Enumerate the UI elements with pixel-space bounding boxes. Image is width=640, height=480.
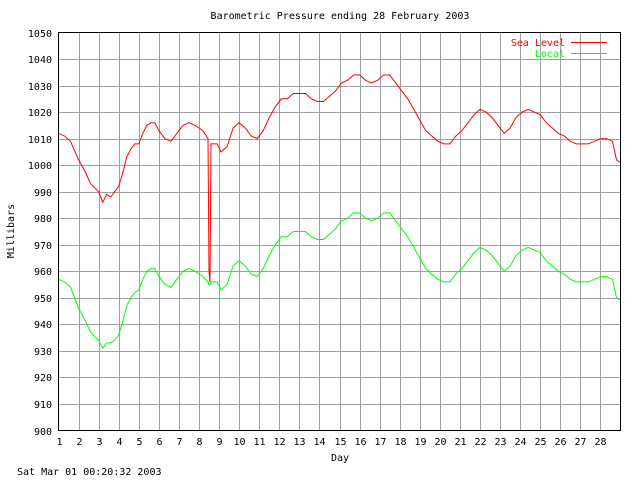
x-tick-label: 26 [554,437,566,448]
chart-title: Barometric Pressure ending 28 February 2… [211,11,470,22]
x-tick-label: 10 [233,437,245,448]
x-tick-label: 7 [176,437,182,448]
x-tick-label: 17 [374,437,386,448]
x-tick-label: 3 [96,437,102,448]
x-axis: 1 2 3 4 5 6 7 8 9 10 11 12 13 14 15 16 17 18 19 20 21 22 23 24 2… [56,437,606,448]
x-tick-label: 25 [534,437,546,448]
y-tick-label: 1040 [28,55,52,66]
y-tick-label: 960 [34,267,52,278]
y-tick-label: 930 [34,347,52,358]
x-tick-label: 9 [216,437,222,448]
series-line-sea-level [58,74,621,282]
y-tick-label: 900 [34,427,52,438]
x-tick-label: 27 [574,437,586,448]
legend-label-sea-level: Sea Level [511,38,565,49]
y-tick-label: 1030 [28,82,52,93]
y-tick-label: 980 [34,214,52,225]
x-tick-label: 18 [394,437,406,448]
series-line-local [58,212,621,350]
y-tick-label: 970 [34,241,52,252]
x-tick-label: 4 [116,437,122,448]
timestamp: Sat Mar 01 00:20:32 2003 [17,467,162,478]
x-axis-label: Day [331,453,349,464]
y-tick-label: 990 [34,188,52,199]
y-tick-label: 1020 [28,108,52,119]
x-tick-label: 28 [594,437,606,448]
x-tick-label: 20 [434,437,446,448]
legend-label-local: Local [535,49,565,60]
x-tick-label: 13 [293,437,305,448]
x-tick-label: 6 [156,437,162,448]
x-tick-label: 22 [474,437,486,448]
y-tick-label: 950 [34,294,52,305]
y-tick-label: 920 [34,373,52,384]
y-tick-label: 1000 [28,161,52,172]
x-tick-label: 24 [514,437,526,448]
x-tick-label: 23 [494,437,506,448]
x-tick-label: 12 [273,437,285,448]
x-tick-label: 5 [136,437,142,448]
y-tick-label: 910 [34,400,52,411]
y-tick-label: 1010 [28,135,52,146]
x-tick-label: 1 [56,437,62,448]
plot-frame [58,32,621,431]
x-tick-label: 2 [76,437,82,448]
y-axis: 900 910 920 930 940 950 960 970 980 990 1000 1010 10… [28,29,52,438]
y-tick-label: 940 [34,320,52,331]
y-axis-label: Millibars [6,204,17,258]
series-layer [58,74,621,350]
x-tick-label: 8 [196,437,202,448]
x-tick-label: 19 [414,437,426,448]
x-tick-label: 21 [454,437,466,448]
x-tick-label: 15 [334,437,346,448]
grid-layer [58,32,621,431]
x-tick-label: 11 [253,437,265,448]
y-tick-label: 1050 [28,29,52,40]
x-tick-label: 14 [313,437,325,448]
x-tick-label: 16 [354,437,366,448]
